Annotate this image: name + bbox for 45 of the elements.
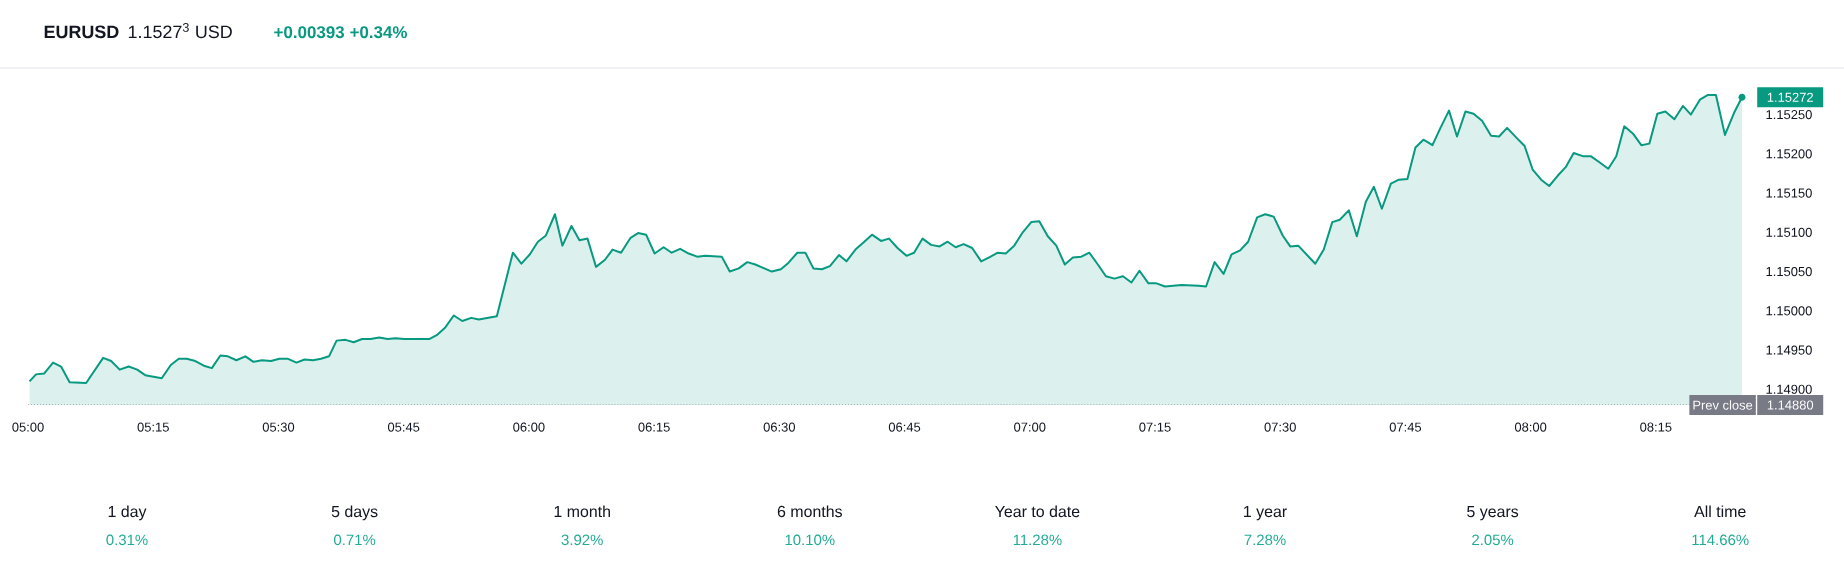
text: All time [1694,505,1746,518]
text: 0.31% [106,534,148,546]
x-tick-label: 08:15 [1640,422,1672,432]
text: 5 days [331,505,378,521]
ref-line-label: Prev close [1693,400,1753,410]
x-tick-label: 06:45 [888,422,921,432]
x-tick-label: 05:30 [262,422,295,432]
text: 0.71% [334,534,376,546]
text: 6 months [777,505,842,518]
text: 2.05% [1472,534,1514,546]
text: Year to date [995,505,1080,518]
x-tick-label: 05:15 [137,422,169,432]
chart-subtitle: 1.1527$^{3}$ USD [128,22,232,39]
text: +0.34% [350,26,407,39]
text: 7.28% [1244,534,1286,546]
text: 3.92% [561,534,603,546]
annotation: 1.15272 [1767,92,1813,102]
text: 1 year [1244,506,1287,521]
x-tick-label: 06:15 [638,422,670,432]
x-tick-label: 05:00 [12,422,44,432]
y-tick-label: 1.15000 [1766,306,1812,316]
y-tick-label: 1.15150 [1766,188,1812,198]
y-tick-label: 1.15200 [1766,149,1812,159]
text: 5 years [1467,506,1519,521]
x-tick-label: 06:00 [513,422,545,432]
text: 11.28% [1013,534,1062,546]
y-tick-label: 1.14950 [1766,345,1812,355]
x-tick-label: 08:00 [1514,422,1547,432]
text: +0.00393 [274,26,345,39]
x-tick-label: 07:15 [1139,422,1171,432]
x-tick-label: 06:30 [763,422,796,432]
x-tick-label: 07:00 [1014,422,1046,432]
y-tick-label: 1.15250 [1766,109,1812,120]
text: 10.10% [785,534,835,546]
x-tick-label: 05:45 [387,422,420,432]
text: 114.66% [1692,534,1749,546]
text: 1 day [108,505,147,521]
text: 1 month [554,505,610,518]
x-tick-label: 07:30 [1264,422,1296,432]
text: 1.14880 [1767,400,1814,410]
chart-title: EURUSD [44,25,119,39]
y-tick-label: 1.14900 [1766,384,1812,394]
y-tick-label: 1.15100 [1766,227,1812,237]
y-tick-label: 1.15050 [1766,266,1812,277]
x-tick-label: 07:45 [1389,422,1422,432]
